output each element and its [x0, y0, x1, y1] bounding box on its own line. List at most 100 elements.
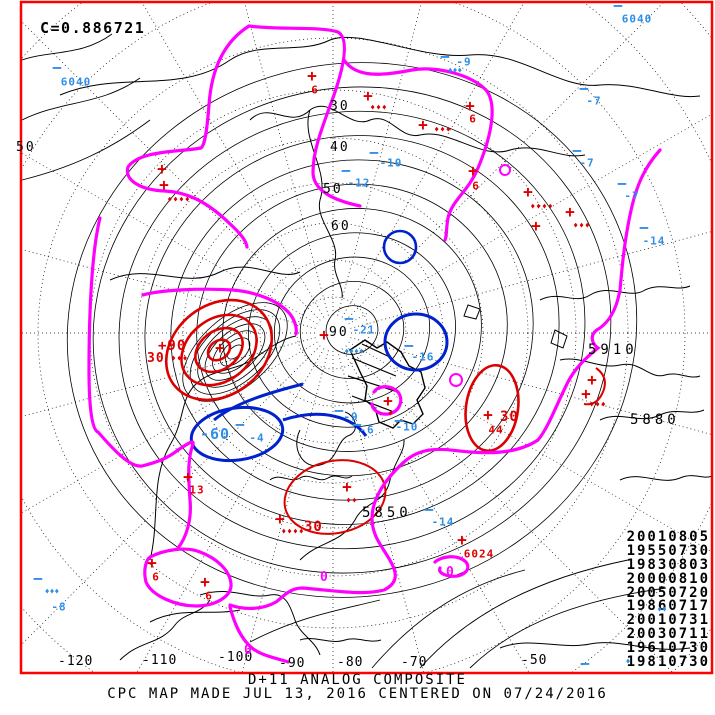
analog-date: 20000810	[626, 570, 710, 587]
negative-anomaly-marker: −	[352, 415, 362, 434]
longitude-label: -110	[142, 653, 178, 668]
anomaly-marker-value: ♦♦♦	[370, 103, 388, 112]
negative-anomaly-marker: −	[369, 143, 379, 162]
positive-anomaly-marker: +	[418, 115, 428, 134]
anomaly-contour-label: 0	[244, 643, 253, 658]
anomaly-marker-value: ♦♦♦♦	[281, 527, 305, 536]
anomaly-marker-value: 6	[205, 589, 213, 603]
negative-anomaly-marker: ♦♦	[657, 605, 667, 614]
anomaly-marker-value: -7	[579, 156, 595, 170]
negative-anomaly-marker: ♦♦♦♦	[344, 347, 364, 356]
negative-anomaly-marker: −	[394, 411, 404, 430]
latitude-label: 50	[16, 140, 36, 155]
anomaly-marker-value: -6	[359, 423, 375, 437]
anomaly-contour-label: 0	[320, 570, 329, 585]
positive-anomaly-marker: +	[159, 175, 169, 194]
negative-anomaly-marker: −	[334, 401, 344, 420]
anomaly-marker-value: 6040	[621, 12, 653, 26]
negative-anomaly-marker: −	[572, 141, 582, 160]
negative-anomaly-marker: −	[33, 569, 43, 588]
longitude-label: -50	[521, 653, 548, 668]
longitude-label: -90	[279, 656, 306, 671]
height-contour-label: 5910	[588, 342, 638, 358]
anomaly-marker-value: ♦♦♦	[434, 125, 452, 134]
analog-date: 19860717	[626, 598, 710, 615]
anomaly-marker-value: -21	[352, 323, 376, 337]
anomaly-marker-value: -12	[347, 176, 371, 190]
analog-date: 19610730	[626, 640, 710, 657]
positive-anomaly-marker: +	[319, 325, 329, 344]
anomaly-marker-value: 6	[472, 179, 480, 193]
longitude-label: -100	[218, 650, 254, 665]
negative-anomaly-marker: −	[580, 654, 590, 673]
positive-anomaly-marker: +	[483, 405, 493, 424]
anomaly-marker-value: ♦♦♦♦	[167, 195, 191, 204]
anomaly-marker-value: -8	[51, 600, 67, 614]
latitude-label: 90	[329, 325, 349, 340]
negative-anomaly-marker: ♦	[625, 657, 631, 666]
anomaly-marker-value: 6040	[60, 75, 92, 89]
negative-anomaly-marker: −	[424, 500, 434, 519]
anomaly-contour-label: 30	[147, 351, 165, 366]
latitude-label: 50	[323, 182, 343, 197]
negative-anomaly-marker: −	[52, 58, 62, 77]
anomaly-marker-value: 13	[189, 483, 205, 497]
anomaly-marker-value: 6	[311, 83, 319, 97]
negative-anomaly-marker: −	[440, 47, 450, 66]
analog-date: 20050720	[626, 584, 710, 601]
anomaly-marker-value: -9	[343, 410, 359, 424]
positive-anomaly-marker: +	[200, 572, 210, 591]
anomaly-marker-value: ♦♦♦	[573, 221, 591, 230]
anomaly-marker-value: -10	[395, 420, 419, 434]
anomaly-marker-value: ♦	[388, 409, 394, 418]
positive-anomaly-contours	[164, 298, 606, 535]
longitude-label: -70	[401, 655, 428, 670]
analog-date-list: 20010805 19550730 19830803 20000810 20050720…	[626, 529, 710, 671]
anomaly-marker-value: -7	[624, 189, 640, 203]
anomaly-contour-label: +90	[158, 338, 187, 354]
anomaly-marker-value: -7	[586, 94, 602, 108]
anomaly-marker-value: 6024	[463, 547, 495, 561]
longitude-label: -80	[337, 655, 364, 670]
positive-anomaly-marker: +	[157, 159, 167, 178]
positive-anomaly-marker: +	[275, 509, 285, 528]
negative-anomaly-marker: −	[404, 336, 414, 355]
latitude-label: 30	[330, 99, 350, 114]
anomaly-contour-label: 30	[304, 519, 323, 535]
positive-anomaly-marker: +	[147, 553, 157, 572]
negative-anomaly-marker: −	[617, 174, 627, 193]
negative-anomaly-marker: −	[235, 415, 245, 434]
latitude-label: 40	[330, 140, 350, 155]
analog-date: 20010805	[626, 529, 710, 545]
analog-date: 19810730	[626, 654, 710, 671]
anomaly-marker-value: 6	[469, 112, 477, 126]
anomaly-marker-value: -16	[411, 350, 435, 364]
positive-anomaly-marker: +	[457, 530, 467, 549]
negative-anomaly-marker: −	[613, 0, 623, 15]
anomaly-marker-value: 44	[488, 423, 504, 437]
negative-anomaly-marker: ♦♦♦	[44, 587, 60, 596]
positive-anomaly-marker: +	[342, 477, 352, 496]
analog-date: 20010731	[626, 612, 710, 629]
anomaly-contour-label: ♦♦♦	[171, 354, 189, 363]
height-contour-label: 5850	[362, 505, 412, 521]
anomaly-marker-value: 6	[152, 570, 160, 584]
map-frame	[19, 0, 714, 675]
positive-anomaly-marker: +	[307, 66, 317, 85]
positive-anomaly-marker: +	[531, 216, 541, 235]
positive-anomaly-marker: +	[363, 86, 373, 105]
negative-anomaly-marker: −	[579, 79, 589, 98]
positive-anomaly-marker: +	[581, 384, 591, 403]
negative-anomaly-contours	[189, 229, 449, 463]
anomaly-contour-label: 0	[446, 565, 455, 580]
anomaly-marker-value: -4	[249, 431, 265, 445]
longitude-label: -120	[58, 654, 94, 669]
anomaly-marker-value: -10	[379, 156, 403, 170]
negative-anomaly-marker: −	[341, 161, 351, 180]
positive-anomaly-marker: +	[183, 467, 193, 486]
anomaly-marker-value: -14	[431, 515, 455, 529]
positive-anomaly-marker: +	[587, 370, 597, 389]
